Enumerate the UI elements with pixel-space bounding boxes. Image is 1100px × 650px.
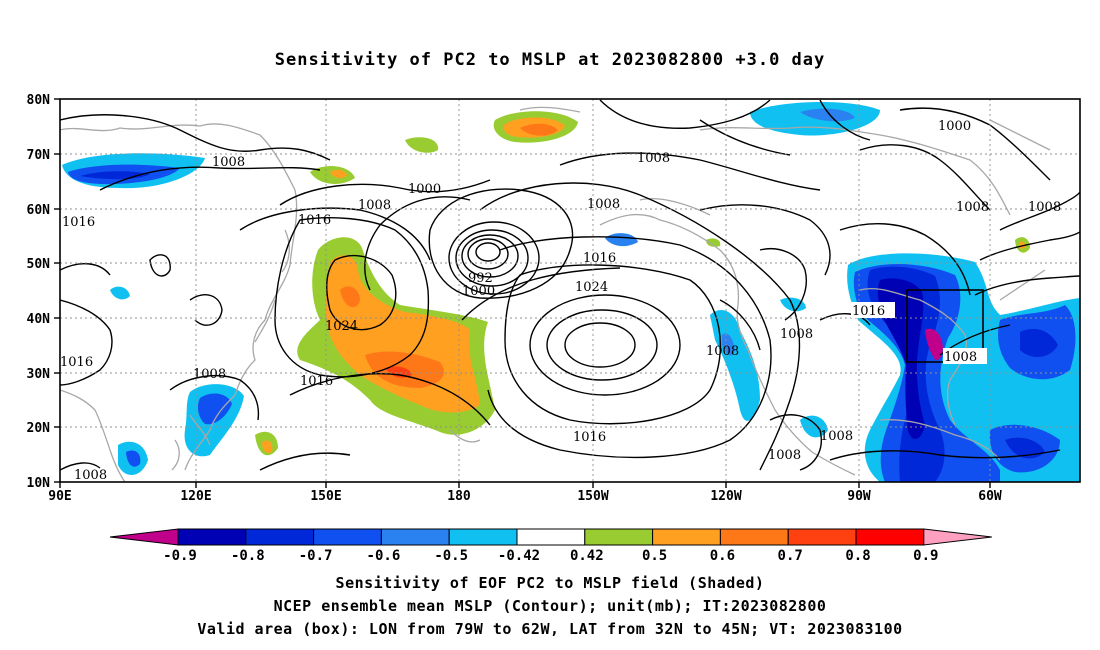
contour-label-group: 1008 1000 1008 1016 1016 992 1000 1008 1… [60, 119, 1061, 483]
colorbar-label: 0.7 [778, 548, 803, 564]
contour-label: 1008 [768, 448, 801, 463]
lat-label: 60N [27, 203, 51, 218]
lon-label: 150E [310, 489, 341, 504]
colorbar-segment [855, 528, 925, 546]
lon-label: 150W [577, 489, 608, 504]
colorbar: -0.9 -0.8 -0.7 -0.6 -0.5 -0.42 0.42 0.5 0.6 0.7 0.… [109, 528, 992, 564]
lon-axis: 90E 120E 150E 180 150W 120W 90W 60W [48, 489, 1002, 504]
contour-label: 992 [468, 271, 493, 286]
contour-label: 1000 [462, 284, 495, 299]
contour-label: 1016 [60, 355, 93, 370]
colorbar-lower-extend [109, 528, 179, 546]
colorbar-segment [584, 528, 654, 546]
contour-label: 1008 [193, 367, 226, 382]
contour-label: 1008 [706, 344, 739, 359]
colorbar-label: -0.9 [163, 548, 197, 564]
contour-label: 1000 [938, 119, 971, 134]
lat-label: 20N [27, 421, 51, 436]
footer-line-1: Sensitivity of EOF PC2 to MSLP field (Sh… [335, 574, 765, 592]
lat-label: 50N [27, 257, 51, 272]
lon-label: 180 [447, 489, 471, 504]
colorbar-label: 0.42 [570, 548, 604, 564]
contour-label: 1016 [583, 251, 616, 266]
lat-label: 30N [27, 367, 51, 382]
contour-label: 1008 [74, 468, 107, 483]
contour-label: 1016 [852, 304, 885, 319]
axis-ticks [54, 98, 991, 488]
colorbar-segment [448, 528, 518, 546]
lon-label: 60W [978, 489, 1002, 504]
map-frame [59, 98, 1081, 483]
contour-label: 1016 [298, 213, 331, 228]
colorbar-upper-extend [923, 528, 992, 546]
colorbar-label: -0.7 [299, 548, 333, 564]
contour-label: 1000 [408, 182, 441, 197]
colorbar-segment [719, 528, 789, 546]
colorbar-segment [380, 528, 450, 546]
colorbar-label: -0.8 [231, 548, 265, 564]
lat-axis: 80N 70N 60N 50N 40N 30N 20N 10N [27, 93, 51, 491]
colorbar-segment [652, 528, 721, 546]
colorbar-label: 0.6 [710, 548, 735, 564]
contour-label: 1008 [212, 155, 245, 170]
contour-label: 1016 [573, 430, 606, 445]
contour-label: 1008 [1028, 200, 1061, 215]
lon-label: 120W [710, 489, 741, 504]
lon-label: 90E [48, 489, 71, 504]
contour-label: 1008 [587, 197, 620, 212]
contour-label: 1008 [944, 350, 977, 365]
colorbar-segment [245, 528, 315, 546]
contour-label: 1016 [62, 215, 95, 230]
colorbar-segment [516, 528, 586, 546]
contour-label: 1024 [325, 319, 358, 334]
map-title: Sensitivity of PC2 to MSLP at 2023082800… [274, 50, 826, 70]
contour-label: 1008 [637, 151, 670, 166]
colorbar-segment [177, 528, 247, 546]
contour-label: 1008 [820, 429, 853, 444]
colorbar-label: -0.6 [367, 548, 401, 564]
contour-label: 1024 [575, 280, 608, 295]
contour-label: 1008 [358, 198, 391, 213]
lat-label: 10N [27, 476, 51, 491]
lat-label: 70N [27, 148, 51, 163]
contour-label: 1016 [300, 374, 333, 389]
contour-label: 1008 [956, 200, 989, 215]
graticule [60, 99, 1080, 482]
colorbar-label: -0.42 [498, 548, 540, 564]
footer-line-3: Valid area (box): LON from 79W to 62W, L… [197, 620, 903, 638]
contour-label: 1008 [780, 327, 813, 342]
colorbar-segment [787, 528, 857, 546]
lat-label: 80N [27, 93, 51, 108]
colorbar-label: 0.8 [845, 548, 870, 564]
coastlines [60, 106, 1051, 482]
footer-line-2: NCEP ensemble mean MSLP (Contour); unit(… [273, 597, 827, 615]
lat-label: 40N [27, 312, 51, 327]
colorbar-segment [313, 528, 382, 546]
colorbar-label: 0.5 [642, 548, 667, 564]
lon-label: 90W [847, 489, 871, 504]
colorbar-label: 0.9 [913, 548, 938, 564]
colorbar-label: -0.5 [434, 548, 468, 564]
lon-label: 120E [180, 489, 211, 504]
